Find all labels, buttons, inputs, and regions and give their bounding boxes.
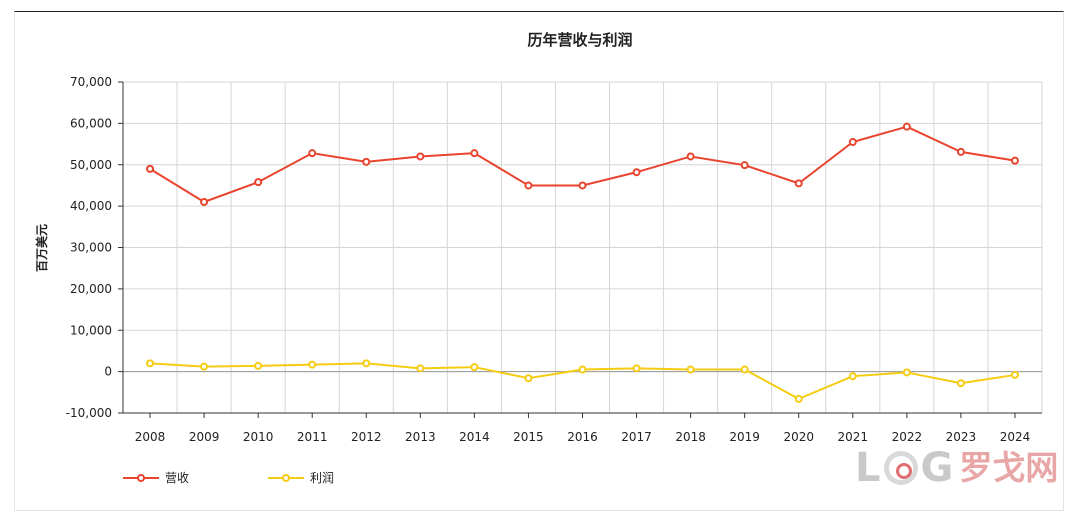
data-point-0 xyxy=(362,157,371,166)
x-tick-label: 2009 xyxy=(189,430,220,444)
y-tick-label: 0 xyxy=(104,365,112,379)
x-tick-label: 2008 xyxy=(135,430,166,444)
data-point-1 xyxy=(470,363,479,372)
x-tick-label: 2024 xyxy=(1000,430,1031,444)
x-tick-label: 2017 xyxy=(621,430,652,444)
data-point-1 xyxy=(416,364,425,373)
x-tick-label: 2019 xyxy=(729,430,760,444)
data-point-1 xyxy=(686,365,695,374)
data-point-1 xyxy=(524,374,533,383)
data-point-0 xyxy=(470,149,479,158)
data-point-1 xyxy=(578,365,587,374)
data-point-1 xyxy=(362,359,371,368)
x-tick-label: 2016 xyxy=(567,430,598,444)
data-point-1 xyxy=(308,360,317,369)
data-point-1 xyxy=(146,359,155,368)
data-point-1 xyxy=(632,364,641,373)
x-tick-label: 2020 xyxy=(783,430,814,444)
watermark-letter-g: G xyxy=(920,445,954,491)
data-point-0 xyxy=(308,149,317,158)
watermark-o-icon xyxy=(883,451,918,485)
data-point-1 xyxy=(956,379,965,388)
data-point-1 xyxy=(848,372,857,381)
data-point-1 xyxy=(740,365,749,374)
data-point-0 xyxy=(686,152,695,161)
x-tick-label: 2022 xyxy=(892,430,923,444)
x-tick-label: 2012 xyxy=(351,430,382,444)
x-tick-label: 2018 xyxy=(675,430,706,444)
data-point-0 xyxy=(902,122,911,131)
y-tick-label: 20,000 xyxy=(70,282,112,296)
x-tick-label: 2011 xyxy=(297,430,328,444)
legend-label: 营收 xyxy=(165,471,189,485)
y-tick-label: 70,000 xyxy=(70,75,112,89)
data-point-0 xyxy=(956,147,965,156)
data-point-1 xyxy=(254,361,263,370)
legend-label: 利润 xyxy=(310,471,334,485)
watermark-logo: L G 罗戈网 xyxy=(855,447,1058,489)
y-tick-label: -10,000 xyxy=(66,406,112,420)
data-point-0 xyxy=(524,181,533,190)
x-tick-label: 2014 xyxy=(459,430,490,444)
data-point-0 xyxy=(578,181,587,190)
x-tick-label: 2010 xyxy=(243,430,274,444)
data-point-0 xyxy=(254,178,263,187)
y-tick-label: 30,000 xyxy=(70,241,112,255)
legend-swatch-marker xyxy=(282,474,290,482)
data-point-0 xyxy=(848,137,857,146)
data-point-1 xyxy=(902,368,911,377)
x-tick-label: 2023 xyxy=(946,430,977,444)
y-tick-label: 10,000 xyxy=(70,323,112,337)
y-tick-label: 40,000 xyxy=(70,199,112,213)
data-point-0 xyxy=(794,179,803,188)
y-tick-label: 50,000 xyxy=(70,158,112,172)
data-point-1 xyxy=(1010,370,1019,379)
chart-title: 历年营收与利润 xyxy=(527,31,632,49)
watermark-chinese-text: 罗戈网 xyxy=(959,448,1059,487)
data-point-0 xyxy=(740,161,749,170)
data-point-0 xyxy=(146,164,155,173)
chart-frame xyxy=(14,11,1064,511)
data-point-1 xyxy=(200,362,209,371)
legend-swatch-marker xyxy=(137,474,145,482)
y-tick-label: 60,000 xyxy=(70,116,112,130)
data-point-0 xyxy=(632,168,641,177)
data-point-0 xyxy=(200,197,209,206)
x-tick-label: 2015 xyxy=(513,430,544,444)
x-tick-label: 2013 xyxy=(405,430,436,444)
data-point-0 xyxy=(416,152,425,161)
data-point-0 xyxy=(1010,156,1019,165)
y-axis-label: 百万美元 xyxy=(34,224,49,272)
watermark-letter-l: L xyxy=(855,445,881,491)
data-point-1 xyxy=(794,394,803,403)
x-tick-label: 2021 xyxy=(838,430,869,444)
